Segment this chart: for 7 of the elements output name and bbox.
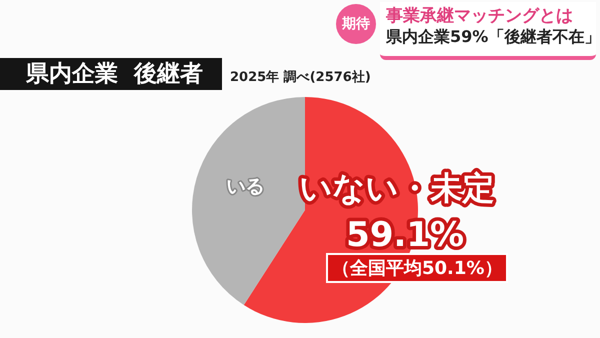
slice-label: いる [226,176,264,198]
text: 事業承継マッチングとは [386,5,573,27]
text: 県内企業59%「後継者不在」 [386,27,600,48]
chart-subtitle: 2025年 調べ(2576社) [230,68,371,86]
text: 期待 [336,4,376,44]
chart-title: 県内企業 後継者 [0,58,222,90]
text: （全国平均50.1%） [326,253,508,283]
